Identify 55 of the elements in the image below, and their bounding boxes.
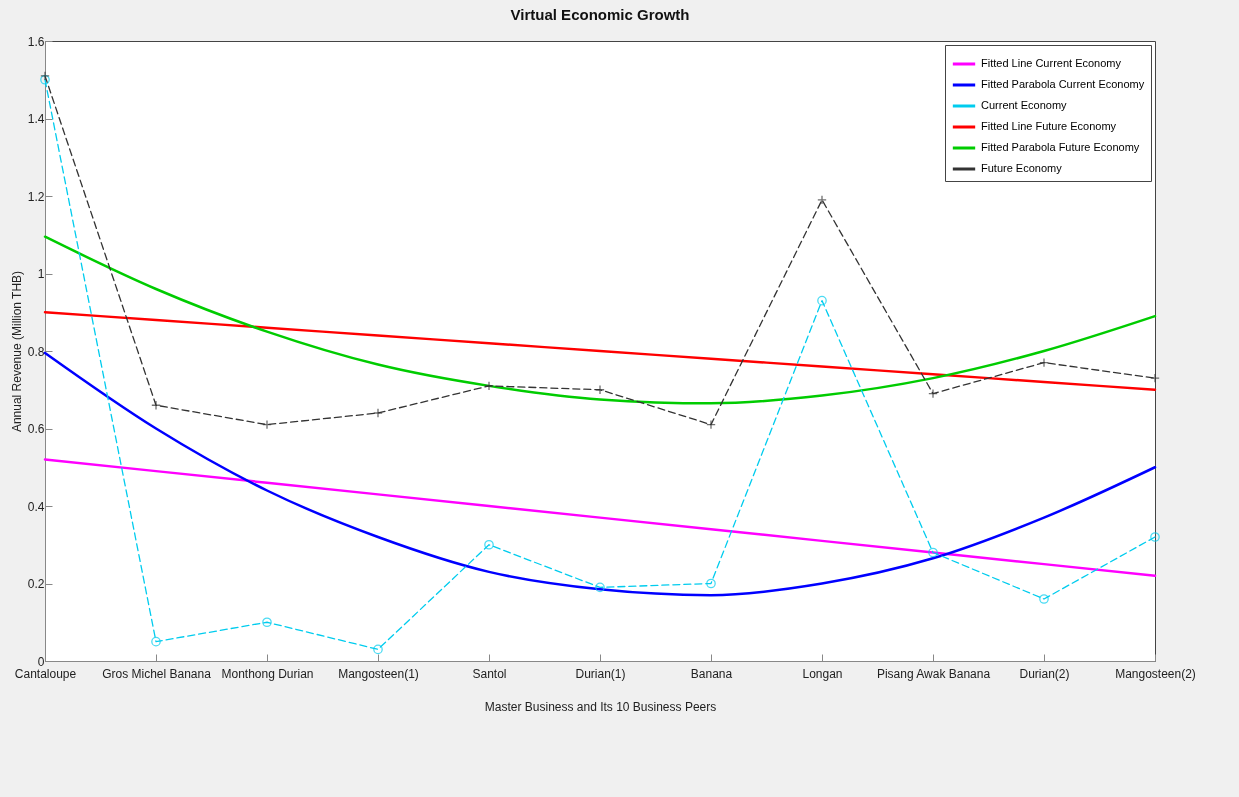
point bbox=[373, 644, 383, 655]
point bbox=[817, 195, 827, 205]
x-tick-label: Cantaloupe bbox=[14, 666, 77, 681]
chart-title: Virtual Economic Growth bbox=[510, 6, 690, 23]
y-axis-title: Annual Revenue (Million THB) bbox=[9, 270, 24, 433]
point bbox=[1039, 594, 1049, 604]
point bbox=[1150, 373, 1160, 383]
point bbox=[40, 74, 50, 85]
line-series bbox=[43, 351, 1157, 597]
y-tick-label: 0.2 bbox=[27, 577, 45, 591]
x-tick-label: Pisang Awak Banana bbox=[876, 666, 991, 681]
line-series bbox=[43, 458, 1157, 577]
y-tick-label: 1.2 bbox=[27, 189, 45, 204]
point bbox=[373, 408, 383, 418]
legend-label: Fitted Line Future Economy bbox=[981, 120, 1117, 132]
point bbox=[595, 582, 605, 593]
y-tick-label: 1.6 bbox=[27, 34, 45, 49]
point bbox=[262, 419, 272, 430]
point bbox=[40, 71, 50, 81]
y-tick-label: 0.4 bbox=[27, 499, 45, 514]
y-tick-label: 0 bbox=[37, 654, 45, 669]
point bbox=[484, 381, 494, 391]
legend-label: Fitted Line Current Economy bbox=[981, 57, 1122, 69]
x-tick-label: Durian(2) bbox=[1019, 666, 1070, 681]
y-tick-label: 1.4 bbox=[27, 112, 45, 126]
line-series bbox=[43, 235, 1157, 405]
legend-label: Fitted Parabola Future Economy bbox=[981, 141, 1140, 153]
point bbox=[928, 388, 938, 399]
y-tick-label: 0.6 bbox=[27, 422, 45, 436]
x-tick-label: Mangosteen(2) bbox=[1115, 666, 1196, 681]
point bbox=[1039, 357, 1049, 368]
point bbox=[595, 384, 605, 395]
point bbox=[817, 295, 827, 306]
x-tick-label: Longan bbox=[802, 666, 843, 681]
x-tick-label: Monthong Durian bbox=[221, 666, 314, 681]
line-series bbox=[43, 311, 1157, 391]
point bbox=[706, 578, 716, 589]
point bbox=[262, 617, 272, 628]
legend-label: Fitted Parabola Current Economy bbox=[981, 78, 1145, 90]
point bbox=[928, 547, 938, 558]
x-tick-label: Durian(1) bbox=[575, 666, 626, 681]
y-tick-label: 0.8 bbox=[27, 344, 45, 359]
point bbox=[706, 419, 716, 430]
point bbox=[1150, 532, 1160, 542]
x-tick-label: Santol bbox=[472, 666, 507, 681]
point bbox=[151, 400, 161, 411]
legend-label: Future Economy bbox=[981, 162, 1063, 174]
y-tick-label: 1 bbox=[37, 267, 45, 281]
point bbox=[151, 636, 161, 647]
x-tick-label: Gros Michel Banana bbox=[102, 666, 212, 681]
point bbox=[484, 539, 494, 550]
x-tick-label: Mangosteen(1) bbox=[338, 666, 419, 681]
x-axis-title: Master Business and Its 10 Business Peers bbox=[484, 699, 717, 714]
legend-label: Current Economy bbox=[981, 99, 1068, 111]
x-tick-label: Banana bbox=[690, 666, 733, 681]
